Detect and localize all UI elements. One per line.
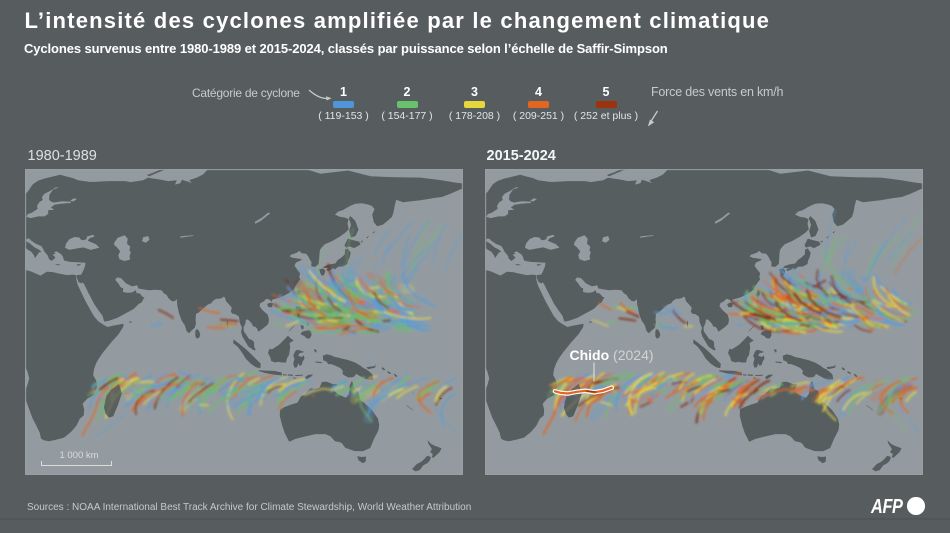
svg-text:1 000 km: 1 000 km [59, 450, 98, 461]
